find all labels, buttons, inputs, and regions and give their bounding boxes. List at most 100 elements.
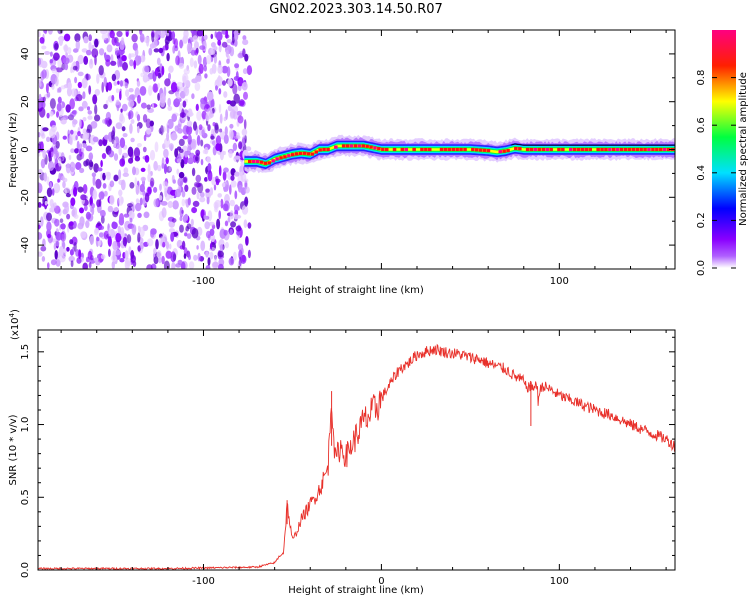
noise-speckle [65,163,71,174]
noise-speckle [89,235,95,245]
noise-speckle [121,55,127,62]
noise-speckle [98,232,104,238]
noise-speckle [108,150,115,158]
noise-speckle [181,240,186,250]
noise-speckle [229,210,234,220]
noise-speckle [79,118,82,128]
noise-speckle [38,132,41,138]
noise-speckle [172,200,179,210]
noise-speckle [174,125,179,132]
colorbar-label: Normalized spectral amplitude [738,72,749,226]
noise-speckle [234,214,242,219]
noise-speckle [135,184,140,195]
noise-speckle [137,55,142,65]
noise-speckle [63,33,71,42]
noise-speckle [85,73,89,81]
noise-speckle [128,99,135,108]
noise-speckle [70,129,74,135]
noise-speckle [121,126,126,132]
noise-speckle [124,250,129,260]
noise-speckle [207,163,212,172]
colorbar-tick-label: 0.8 [696,70,707,86]
noise-speckle [62,181,66,189]
noise-speckle [210,42,216,48]
noise-speckle [108,118,113,126]
noise-speckle [163,260,170,269]
noise-speckle [49,51,53,57]
noise-speckle [73,48,78,53]
noise-speckle [215,85,218,91]
noise-speckle [38,152,41,157]
noise-speckle [114,249,121,256]
noise-speckle [53,183,61,194]
noise-speckle [208,221,215,226]
noise-speckle [187,134,192,145]
noise-speckle [200,240,206,252]
noise-speckle [49,182,52,190]
noise-speckle [170,132,178,141]
noise-speckle [103,103,108,110]
ridge-core [608,147,612,152]
noise-speckle [238,141,243,150]
snr-series-line [38,343,675,570]
noise-speckle [180,261,186,269]
noise-speckle [218,210,221,220]
noise-speckle [137,212,142,218]
noise-speckle [234,63,240,69]
noise-speckle [154,141,159,153]
noise-speckle [187,145,191,155]
noise-speckle [76,140,80,151]
noise-speckle [92,136,99,143]
ridge-core [263,161,268,165]
noise-speckle [101,153,107,159]
noise-speckle [38,183,43,194]
ridge-core [361,144,365,148]
ridge-core [451,147,455,152]
noise-speckle [223,91,228,98]
noise-speckle [41,133,46,139]
x-tick-label: 0 [378,576,384,587]
noise-speckle [113,139,117,148]
noise-speckle [126,234,132,244]
noise-speckle [168,243,172,250]
noise-speckle [39,81,42,87]
noise-speckle [242,39,249,46]
noise-speckle [205,54,212,65]
noise-speckle [226,100,232,105]
noise-speckle [46,91,51,98]
y-tick-label: 0.5 [20,489,31,505]
spectrogram-ylabel: Frequency (Hz) [8,112,19,188]
noise-speckle [153,198,159,208]
noise-speckle [82,133,88,141]
noise-speckle [123,213,130,218]
noise-speckle [161,255,165,265]
noise-speckle [166,132,170,142]
noise-speckle [64,203,69,214]
ridge-core [279,156,283,160]
noise-speckle [98,225,105,230]
noise-speckle [38,169,43,175]
ridge-core [271,159,275,163]
noise-speckle [64,188,67,195]
noise-speckle [122,133,128,138]
noise-speckle [206,156,211,163]
noise-speckle [206,196,210,205]
noise-speckle [118,189,123,197]
noise-speckle [179,112,186,118]
noise-speckle [46,187,53,198]
noise-speckle [195,174,202,183]
ridge-core [302,151,307,155]
noise-speckle [129,217,133,223]
noise-speckle [192,200,200,207]
noise-speckle [247,249,251,259]
noise-speckle [139,86,147,96]
noise-speckle [129,182,135,189]
noise-speckle [167,97,171,107]
colorbar-tick-label: 0.2 [696,212,707,228]
colorbar: 0.0 0.2 0.4 0.6 0.8 Normalized spectral ampl… [696,30,749,276]
noise-speckle [59,218,64,223]
noise-speckle [92,189,98,200]
noise-speckle [210,135,215,140]
noise-speckle [56,67,63,73]
noise-speckle [54,250,58,260]
